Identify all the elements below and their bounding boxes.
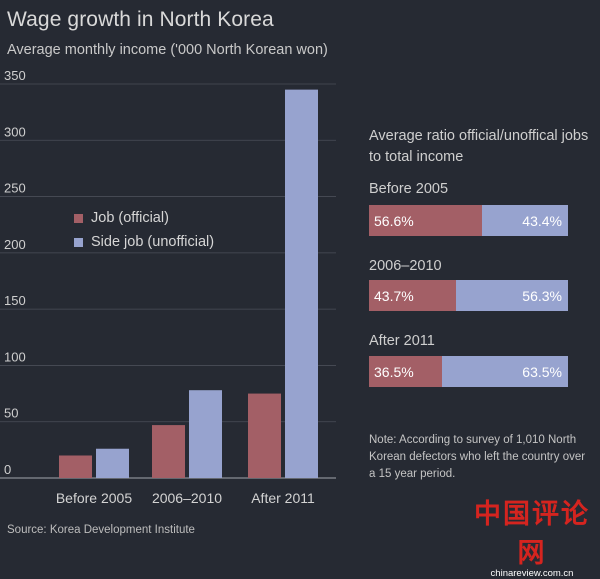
bar-official bbox=[248, 393, 281, 478]
watermark-chinese-text: 中国评论网 bbox=[474, 499, 590, 569]
legend-swatch-unofficial bbox=[74, 237, 83, 247]
legend: Job (official) Side job (unofficial) bbox=[74, 206, 214, 254]
legend-label-unofficial: Side job (unofficial) bbox=[91, 234, 215, 250]
ratio-label-2006-2010: 2006–2010 bbox=[369, 258, 442, 274]
footnote: Note: According to survey of 1,010 North… bbox=[369, 434, 586, 480]
x-tick-labels: Before 2005 2006–2010 After 2011 bbox=[56, 490, 315, 506]
watermark-url: chinareview.com.cn bbox=[490, 568, 574, 579]
legend-item-unofficial: Side job (unofficial) bbox=[74, 230, 214, 254]
ratio-label-before-2005: Before 2005 bbox=[369, 181, 449, 197]
bar-unofficial bbox=[96, 448, 129, 478]
ratio-bar-2006-2010: 43.7% 56.3% bbox=[369, 280, 568, 311]
ratio-bar-after-2011: 36.5% 63.5% bbox=[369, 356, 568, 387]
y-tick-label: 150 bbox=[4, 293, 26, 308]
ratio-segment-official: 56.6% bbox=[369, 205, 482, 236]
bar-unofficial bbox=[189, 390, 222, 478]
watermark-logo: 中国评论网 chinareview.com.cn bbox=[469, 492, 595, 579]
x-tick-label: 2006–2010 bbox=[152, 490, 222, 506]
y-tick-labels: 0 50 100 150 200 250 300 350 bbox=[4, 68, 26, 477]
ratio-value-official: 56.6% bbox=[374, 212, 414, 229]
bar-official bbox=[59, 455, 92, 478]
ratio-segment-unofficial: 56.3% bbox=[455, 280, 568, 311]
bar-official bbox=[152, 425, 185, 478]
y-tick-label: 200 bbox=[4, 237, 26, 252]
y-tick-label: 250 bbox=[4, 181, 26, 196]
ratio-segment-official: 36.5% bbox=[369, 356, 442, 387]
x-tick-label: After 2011 bbox=[251, 490, 315, 506]
ratio-value-unofficial: 63.5% bbox=[522, 363, 562, 380]
bar-unofficial bbox=[285, 89, 318, 478]
ratio-value-official: 36.5% bbox=[374, 363, 414, 380]
y-tick-label: 300 bbox=[4, 124, 26, 139]
chart-subtitle: Average monthly income ('000 North Korea… bbox=[7, 42, 328, 58]
ratio-segment-unofficial: 63.5% bbox=[441, 356, 568, 387]
ratio-segment-unofficial: 43.4% bbox=[481, 205, 568, 236]
y-tick-label: 0 bbox=[4, 462, 11, 477]
ratio-value-unofficial: 43.4% bbox=[522, 212, 562, 229]
bar-chart: 0 50 100 150 200 250 300 350 Before 2005 2006–20… bbox=[0, 68, 336, 506]
ratio-segment-official: 43.7% bbox=[369, 280, 456, 311]
source-credit: Source: Korea Development Institute bbox=[7, 524, 195, 536]
ratio-value-official: 43.7% bbox=[374, 287, 414, 304]
chart-title: Wage growth in North Korea bbox=[7, 8, 274, 31]
ratio-bar-before-2005: 56.6% 43.4% bbox=[369, 205, 568, 236]
y-tick-label: 50 bbox=[4, 406, 18, 421]
bars bbox=[59, 89, 318, 478]
legend-item-official: Job (official) bbox=[74, 206, 214, 230]
y-tick-label: 350 bbox=[4, 68, 26, 83]
ratio-label-after-2011: After 2011 bbox=[369, 333, 435, 349]
ratio-value-unofficial: 56.3% bbox=[522, 287, 562, 304]
y-tick-label: 100 bbox=[4, 349, 26, 364]
x-tick-label: Before 2005 bbox=[56, 490, 132, 506]
legend-label-official: Job (official) bbox=[91, 210, 169, 226]
legend-swatch-official bbox=[74, 213, 83, 223]
ratio-title: Average ratio official/unoffical jobs to… bbox=[369, 128, 589, 165]
